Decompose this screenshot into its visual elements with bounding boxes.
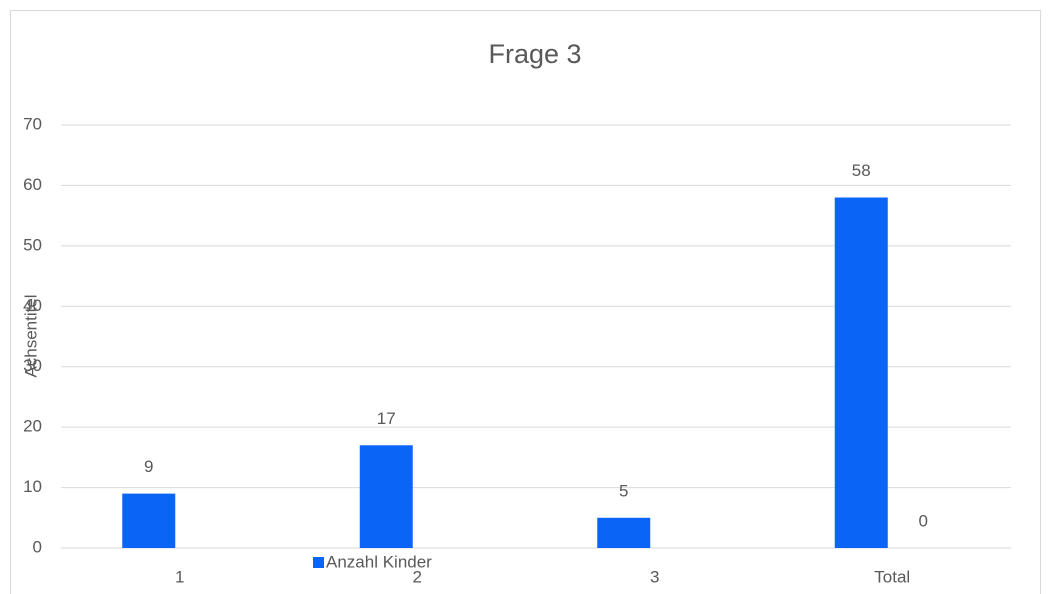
y-tick-label: 0 <box>33 537 42 556</box>
bar <box>122 493 176 548</box>
legend-swatch <box>313 557 324 568</box>
legend-label: Anzahl Kinder <box>326 552 432 571</box>
data-label: 9 <box>144 457 153 476</box>
y-tick-label: 20 <box>23 417 42 436</box>
x-tick-label: 1 <box>175 567 184 586</box>
y-tick-label: 70 <box>23 114 42 133</box>
y-tick-label: 60 <box>23 175 42 194</box>
bar <box>834 197 888 548</box>
x-tick-label: Total <box>874 567 910 586</box>
y-tick-label: 10 <box>23 477 42 496</box>
chart-title: Frage 3 <box>488 39 581 69</box>
y-axis-title: Achsentitel <box>21 294 40 377</box>
data-label: 0 <box>919 511 928 530</box>
data-label: 17 <box>377 409 396 428</box>
data-label: 58 <box>852 161 871 180</box>
bar <box>597 517 651 548</box>
y-tick-label: 30 <box>23 356 42 375</box>
x-tick-label: 2 <box>413 567 422 586</box>
y-tick-label: 40 <box>23 296 42 315</box>
y-tick-label: 50 <box>23 235 42 254</box>
bar <box>359 445 413 548</box>
data-label: 5 <box>619 481 628 500</box>
x-tick-label: 3 <box>650 567 659 586</box>
